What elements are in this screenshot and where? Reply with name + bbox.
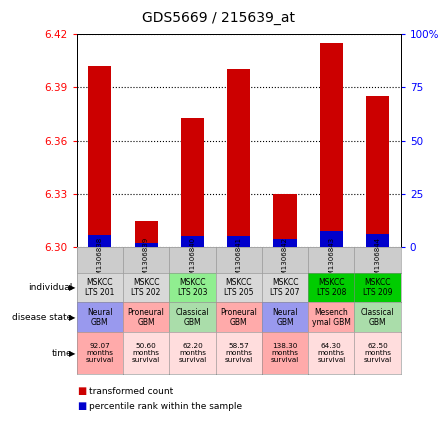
Text: GSM1306841: GSM1306841: [236, 236, 242, 284]
Text: GSM1306839: GSM1306839: [143, 236, 149, 284]
Text: Proneural
GBM: Proneural GBM: [127, 308, 165, 327]
Bar: [181, 236, 204, 247]
Text: disease state: disease state: [12, 313, 72, 322]
Text: MSKCC
LTS 205: MSKCC LTS 205: [224, 278, 254, 297]
Text: GSM1306840: GSM1306840: [189, 236, 195, 284]
Text: GSM1306838: GSM1306838: [97, 236, 103, 284]
Text: 92.07
months
survival: 92.07 months survival: [86, 343, 114, 363]
Text: ▶: ▶: [69, 349, 76, 358]
Text: Neural
GBM: Neural GBM: [87, 308, 113, 327]
Text: MSKCC
LTS 207: MSKCC LTS 207: [270, 278, 300, 297]
Text: Classical
GBM: Classical GBM: [176, 308, 209, 327]
Text: individual: individual: [28, 283, 72, 292]
Text: 64.30
months
survival: 64.30 months survival: [317, 343, 346, 363]
Bar: [273, 194, 297, 247]
Text: MSKCC
LTS 201: MSKCC LTS 201: [85, 278, 114, 297]
Text: MSKCC
LTS 209: MSKCC LTS 209: [363, 278, 392, 297]
Text: 62.50
months
survival: 62.50 months survival: [364, 343, 392, 363]
Bar: [134, 221, 158, 247]
Text: 138.30
months
survival: 138.30 months survival: [271, 343, 299, 363]
Bar: [227, 69, 250, 247]
Text: percentile rank within the sample: percentile rank within the sample: [89, 401, 242, 411]
Bar: [227, 236, 250, 247]
Text: GSM1306844: GSM1306844: [374, 236, 381, 284]
Text: time: time: [52, 349, 72, 358]
Text: Mesench
ymal GBM: Mesench ymal GBM: [312, 308, 351, 327]
Bar: [134, 243, 158, 247]
Text: 58.57
months
survival: 58.57 months survival: [225, 343, 253, 363]
Text: ■: ■: [77, 401, 86, 411]
Text: Neural
GBM: Neural GBM: [272, 308, 298, 327]
Bar: [273, 239, 297, 247]
Bar: [320, 43, 343, 247]
Bar: [181, 118, 204, 247]
Text: GDS5669 / 215639_at: GDS5669 / 215639_at: [142, 11, 296, 25]
Text: transformed count: transformed count: [89, 387, 173, 396]
Text: MSKCC
LTS 203: MSKCC LTS 203: [178, 278, 207, 297]
Text: Proneural
GBM: Proneural GBM: [220, 308, 257, 327]
Text: ■: ■: [77, 386, 86, 396]
Text: 62.20
months
survival: 62.20 months survival: [178, 343, 207, 363]
Text: GSM1306842: GSM1306842: [282, 236, 288, 284]
Bar: [366, 96, 389, 247]
Text: ▶: ▶: [69, 313, 76, 322]
Bar: [366, 233, 389, 247]
Text: MSKCC
LTS 202: MSKCC LTS 202: [131, 278, 161, 297]
Text: Classical
GBM: Classical GBM: [361, 308, 395, 327]
Text: 50.60
months
survival: 50.60 months survival: [132, 343, 160, 363]
Text: GSM1306843: GSM1306843: [328, 236, 334, 284]
Bar: [88, 235, 111, 247]
Bar: [88, 66, 111, 247]
Text: MSKCC
LTS 208: MSKCC LTS 208: [317, 278, 346, 297]
Text: ▶: ▶: [69, 283, 76, 292]
Bar: [320, 231, 343, 247]
